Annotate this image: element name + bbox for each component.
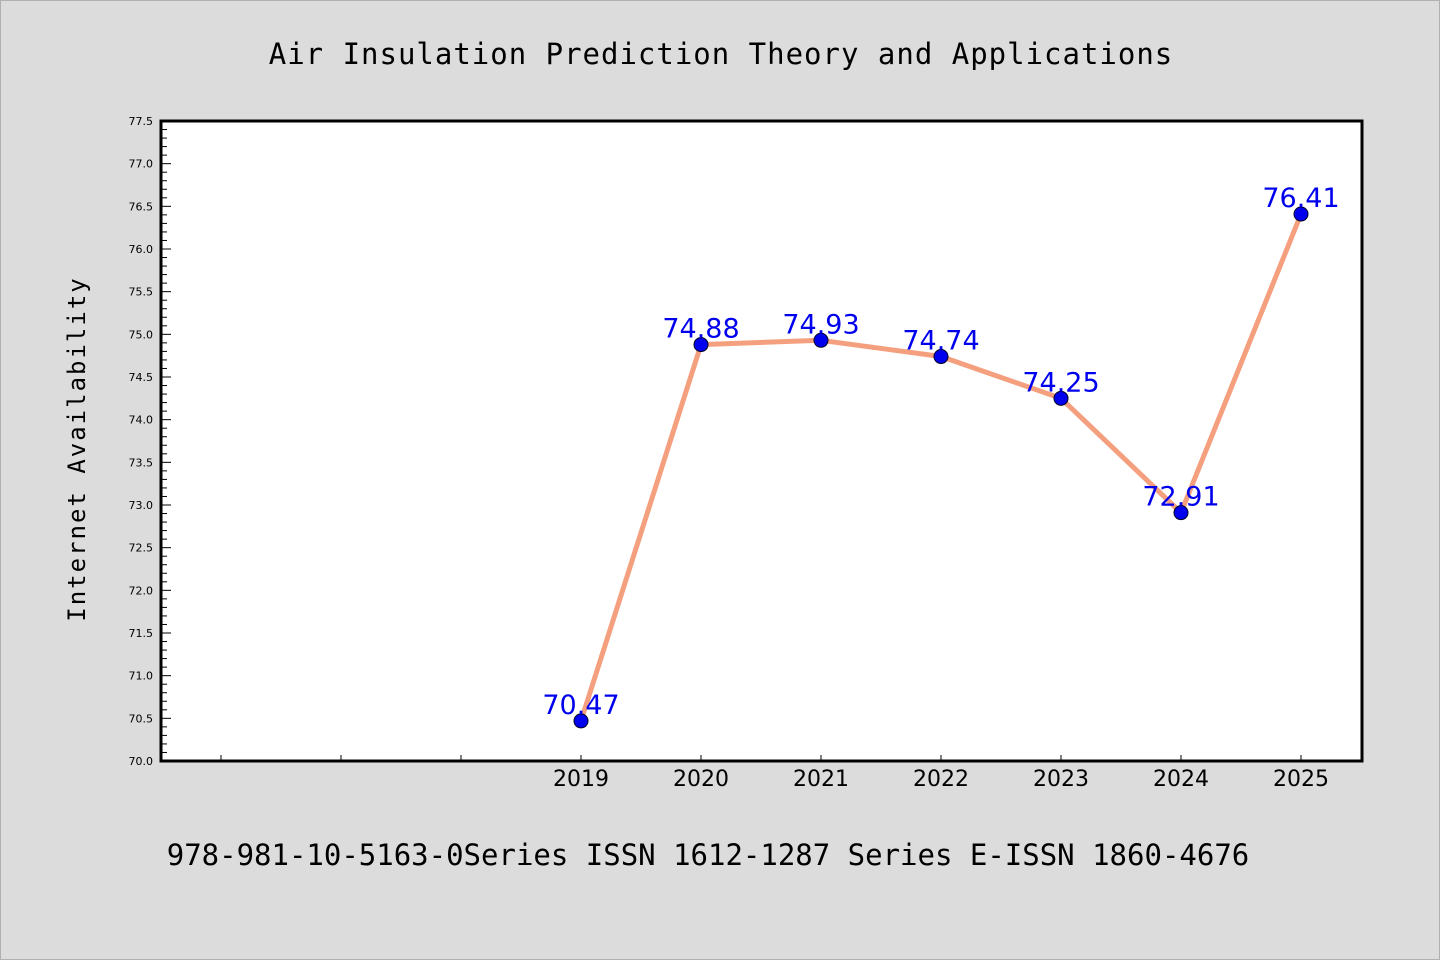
data-point [573, 713, 589, 729]
series-line-group: 70.47 74.88 74.93 74.74 74.25 72.91 76.41 [542, 183, 1340, 729]
y-tick-label: 77.0 [129, 158, 154, 171]
data-label: 74.93 [782, 309, 859, 340]
data-label: 76.41 [1262, 183, 1339, 214]
data-point [1053, 390, 1069, 406]
chart-title: Air Insulation Prediction Theory and App… [269, 37, 1174, 71]
y-axis-label: Internet Availability [63, 276, 91, 621]
y-tick-label: 75.5 [129, 286, 154, 299]
x-tick-label: 2021 [793, 767, 849, 792]
data-label: 74.25 [1022, 367, 1099, 398]
y-tick-label: 76.5 [129, 200, 154, 213]
x-tick-label: 2020 [673, 767, 729, 792]
y-tick-label: 73.5 [129, 456, 154, 469]
y-tick-label: 73.0 [129, 499, 154, 512]
data-label: 70.47 [542, 690, 619, 721]
y-tick-label: 71.5 [129, 627, 154, 640]
y-tick-label: 70.5 [129, 712, 154, 725]
y-tick-label: 75.0 [129, 328, 154, 341]
x-tick-label: 2024 [1153, 767, 1209, 792]
data-label: 72.91 [1142, 482, 1219, 513]
y-tick-label: 71.0 [129, 670, 154, 683]
y-tick-label: 74.0 [129, 414, 154, 427]
data-point [1293, 206, 1309, 222]
y-tick-label: 76.0 [129, 243, 154, 256]
x-tick-label: 2019 [553, 767, 609, 792]
x-tick-label: 2023 [1033, 767, 1089, 792]
x-tick-label: 2022 [913, 767, 969, 792]
y-tick-label: 72.5 [129, 542, 154, 555]
data-point [693, 337, 709, 353]
y-tick-label: 74.5 [129, 371, 154, 384]
footer-isbn-text: 978-981-10-5163-0Series ISSN 1612-1287 S… [167, 838, 1250, 872]
data-point [1173, 505, 1189, 521]
plot-area [159, 119, 1364, 763]
x-axis: 2019 2020 2021 2022 2023 2024 2025 [220, 755, 1329, 792]
y-tick-label: 77.5 [129, 115, 154, 128]
data-point [933, 349, 949, 365]
y-tick-label: 72.0 [129, 584, 154, 597]
data-label: 74.88 [662, 314, 739, 345]
x-tick-label: 2025 [1273, 767, 1329, 792]
y-tick-label: 70.0 [129, 755, 154, 768]
data-label: 74.74 [902, 326, 979, 357]
y-axis: 70.0 70.5 71.0 71.5 72.0 72.5 73.0 73.5 74.0 74.5… [129, 115, 171, 768]
data-point [813, 332, 829, 348]
